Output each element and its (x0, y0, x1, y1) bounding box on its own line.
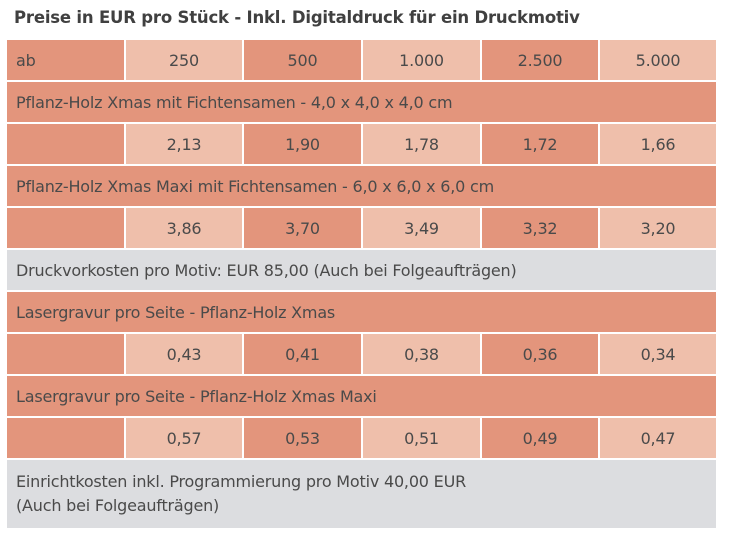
setup-cost-line2: (Auch bei Folgeaufträgen) (16, 496, 220, 515)
product-name: Pflanz-Holz Xmas Maxi mit Fichtensamen -… (7, 166, 716, 206)
header-quantity: 1.000 (363, 40, 480, 80)
setup-cost-note: Einrichtkosten inkl. Programmierung pro … (7, 460, 716, 528)
price-table: ab 250 500 1.000 2.500 5.000 Pflanz-Holz… (7, 40, 716, 528)
price-cell: 1,72 (482, 124, 598, 164)
product-name: Pflanz-Holz Xmas mit Fichtensamen - 4,0 … (7, 82, 716, 122)
price-cell: 0,57 (126, 418, 242, 458)
price-cell: 1,78 (363, 124, 480, 164)
price-cell: 3,20 (600, 208, 716, 248)
empty-cell (7, 418, 124, 458)
price-cell: 0,51 (363, 418, 480, 458)
engraving-name: Lasergravur pro Seite - Pflanz-Holz Xmas… (7, 376, 716, 416)
price-cell: 3,49 (363, 208, 480, 248)
price-cell: 3,86 (126, 208, 242, 248)
price-cell: 3,32 (482, 208, 598, 248)
price-cell: 2,13 (126, 124, 242, 164)
header-quantity: 5.000 (600, 40, 716, 80)
empty-cell (7, 124, 124, 164)
price-cell: 0,34 (600, 334, 716, 374)
price-cell: 1,66 (600, 124, 716, 164)
print-setup-note: Druckvorkosten pro Motiv: EUR 85,00 (Auc… (7, 250, 716, 290)
price-cell: 0,36 (482, 334, 598, 374)
price-cell: 0,47 (600, 418, 716, 458)
empty-cell (7, 334, 124, 374)
header-quantity: 2.500 (482, 40, 598, 80)
table-title: Preise in EUR pro Stück - Inkl. Digitald… (14, 8, 580, 27)
price-cell: 1,90 (244, 124, 361, 164)
header-quantity: 500 (244, 40, 361, 80)
engraving-name: Lasergravur pro Seite - Pflanz-Holz Xmas (7, 292, 716, 332)
header-quantity: 250 (126, 40, 242, 80)
price-cell: 0,53 (244, 418, 361, 458)
price-cell: 0,49 (482, 418, 598, 458)
setup-cost-line1: Einrichtkosten inkl. Programmierung pro … (16, 472, 467, 491)
price-cell: 0,43 (126, 334, 242, 374)
price-cell: 0,41 (244, 334, 361, 374)
empty-cell (7, 208, 124, 248)
price-cell: 0,38 (363, 334, 480, 374)
header-label: ab (7, 40, 124, 80)
price-cell: 3,70 (244, 208, 361, 248)
